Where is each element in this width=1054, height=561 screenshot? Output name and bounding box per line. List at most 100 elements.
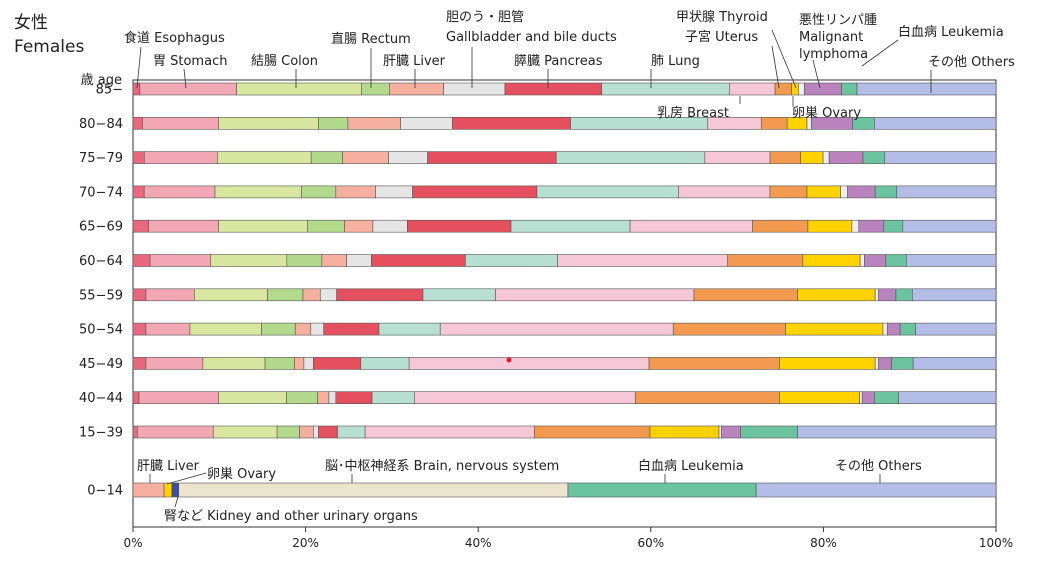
bar-segment-colon — [236, 82, 362, 96]
callout-leader-line — [136, 46, 142, 89]
bar-segment-pancreas — [371, 254, 466, 267]
bar-segment-esophagus — [132, 254, 151, 267]
bar-segment-colon — [202, 357, 266, 370]
label-leukemia: 白血病 Leukemia — [898, 24, 1004, 40]
label-gallbladder-en: Gallbladder and bile ducts — [446, 30, 617, 45]
bar-segment-esophagus — [132, 288, 147, 302]
bar-segment-pancreas — [407, 219, 512, 233]
bar-segment-thyroid — [874, 357, 879, 370]
bar-segment-pancreas — [313, 357, 362, 370]
age-group-label: 60−64 — [79, 254, 123, 269]
bar-segment-pancreas — [427, 151, 557, 164]
label-rectum: 直腸 Rectum — [331, 32, 411, 47]
bar-segment-colon — [218, 219, 308, 233]
callout-leader-line — [771, 45, 780, 89]
bar-segment-ovary — [806, 185, 841, 199]
bar-segment-rectum — [261, 322, 296, 336]
label-ovary: 卵巣 Ovary — [792, 106, 861, 121]
bar-segment-rectum — [286, 254, 323, 267]
age-group-label: 75−79 — [79, 151, 123, 166]
bar-segment-uterus — [752, 219, 809, 233]
bar-segment-others — [905, 254, 997, 267]
bar-segment-thyroid — [874, 288, 879, 302]
bar-segment-liver — [317, 391, 330, 405]
bar-segment-breast — [729, 82, 776, 96]
label-child-ovary: 卵巣 Ovary — [207, 467, 276, 482]
callout-leader-line — [166, 472, 207, 485]
bar-segment-ovary — [785, 322, 884, 336]
label-pancreas: 膵臓 Pancreas — [514, 54, 603, 69]
bar-segment-esophagus — [132, 185, 145, 199]
bar-segment-child-kidney — [171, 482, 180, 498]
label-child-leukemia: 白血病 Leukemia — [638, 458, 744, 474]
callout-leader-line — [183, 68, 187, 89]
bar-segment-others — [915, 322, 997, 336]
bar-segment-gallbladder — [388, 151, 428, 164]
bar-segment-rectum — [361, 82, 390, 96]
bar-segment-rectum — [264, 357, 295, 370]
bar-segment-lung — [422, 288, 496, 302]
callout-leader-line — [174, 496, 179, 508]
bar-segment-others — [896, 185, 997, 199]
bar-segment-liver — [344, 219, 374, 233]
bar-segment-stomach — [148, 219, 219, 233]
label-lymphoma-3: lymphoma — [799, 47, 868, 62]
label-thyroid: 甲状腺 Thyroid — [676, 10, 768, 25]
label-child-liver: 肝臓 Liver — [137, 459, 200, 474]
bar-segment-leukemia — [885, 254, 907, 267]
bar-segment-pancreas — [412, 185, 538, 199]
age-group-label: 50−54 — [79, 323, 123, 338]
bar-segment-liver — [347, 117, 401, 130]
label-lung: 肺 Lung — [651, 54, 700, 69]
label-child-others: その他 Others — [835, 459, 922, 474]
bar-segment-liver — [321, 254, 347, 267]
bar-segment-colon — [193, 288, 268, 302]
bar-segment-ovary — [807, 219, 853, 233]
bar-segment-uterus — [693, 288, 798, 302]
bar-segment-others — [902, 219, 997, 233]
x-tick-label: 40% — [465, 536, 492, 550]
bar-segment-pancreas — [318, 425, 338, 439]
bar-segment-thyroid — [859, 254, 865, 267]
bar-segment-breast — [704, 151, 771, 164]
bar-segment-esophagus — [132, 151, 145, 164]
bar-segment-leukemia — [740, 425, 798, 439]
bar-segment-pancreas — [336, 288, 424, 302]
label-breast: 乳房 Breast — [657, 105, 729, 121]
bar-segment-colon — [214, 185, 302, 199]
bar-segment-breast — [439, 322, 674, 336]
bar-segment-ovary — [802, 254, 861, 267]
bar-segment-lymphoma — [886, 322, 901, 336]
bar-segment-thyroid — [851, 219, 860, 233]
age-group-label: 45−49 — [79, 357, 123, 372]
bar-segment-lymphoma — [864, 254, 887, 267]
bar-segment-lung — [360, 357, 410, 370]
bar-segment-child-brain — [178, 482, 569, 498]
bar-segment-lung — [510, 219, 631, 233]
bar-segment-leukemia — [874, 391, 899, 405]
label-child-kidney: 腎など Kidney and other urinary organs — [164, 509, 418, 524]
bar-segment-liver — [335, 185, 376, 199]
bar-segment-lung — [337, 425, 366, 439]
bar-segment-child-liver — [132, 482, 165, 498]
bar-segment-leukemia — [895, 288, 913, 302]
bar-segment-colon — [212, 425, 278, 439]
bar-segment-lung — [371, 391, 415, 405]
bar-segment-colon — [189, 322, 262, 336]
x-tick-label: 60% — [637, 536, 664, 550]
bar-segment-gallbladder — [375, 185, 413, 199]
bar-segment-thyroid — [840, 185, 848, 199]
bar-segment-ovary — [649, 425, 720, 439]
label-lymphoma-2: Malignant — [799, 30, 863, 45]
bar-segment-colon — [210, 254, 288, 267]
bar-segment-ovary — [779, 357, 876, 370]
bar-segment-colon — [217, 151, 312, 164]
bar-segment-colon — [218, 117, 319, 130]
bar-segment-gallbladder — [346, 254, 372, 267]
marker-dot — [506, 357, 512, 363]
bar-segment-breast — [364, 425, 535, 439]
bar-segment-ovary — [779, 391, 860, 405]
age-group-label: 65−69 — [79, 220, 123, 235]
age-group-label: 80−84 — [79, 117, 123, 132]
label-gallbladder-ja: 胆のう・胆管 — [446, 10, 524, 25]
